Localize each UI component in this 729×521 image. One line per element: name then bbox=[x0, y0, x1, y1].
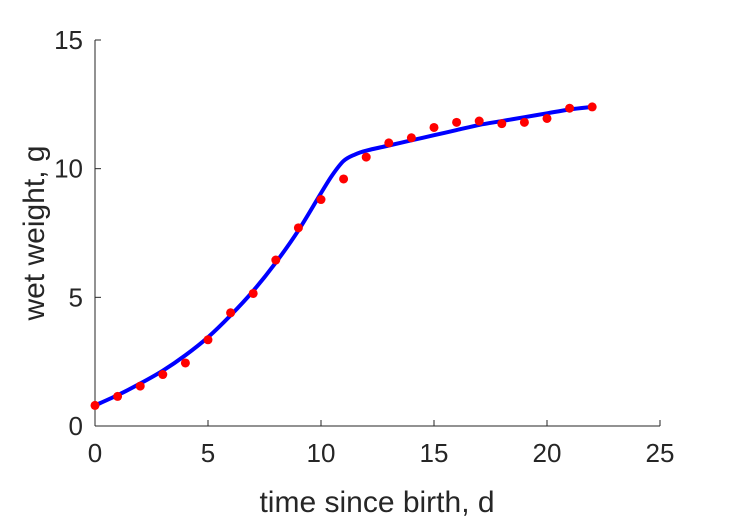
y-tick-label: 15 bbox=[54, 25, 83, 55]
x-axis-label: time since birth, d bbox=[259, 486, 494, 519]
data-point bbox=[542, 113, 552, 123]
data-point bbox=[519, 117, 529, 127]
data-point bbox=[226, 308, 236, 318]
axis-labels-layer: time since birth, d wet weight, g bbox=[18, 145, 495, 519]
data-point bbox=[384, 138, 394, 148]
data-point bbox=[135, 381, 145, 391]
data-point bbox=[587, 102, 597, 112]
data-point bbox=[271, 255, 281, 265]
data-point bbox=[158, 370, 168, 380]
data-point bbox=[316, 195, 326, 205]
y-axis-label: wet weight, g bbox=[18, 145, 51, 321]
x-tick-label: 25 bbox=[646, 438, 675, 468]
x-tick-label: 15 bbox=[420, 438, 449, 468]
x-tick-label: 20 bbox=[533, 438, 562, 468]
axes: 0 5 10 15 20 25 0 5 10 15 bbox=[54, 25, 674, 468]
y-tick-label: 10 bbox=[54, 154, 83, 184]
data-point bbox=[203, 335, 213, 345]
data-point bbox=[293, 223, 303, 233]
data-point bbox=[361, 152, 371, 162]
x-tick-label: 10 bbox=[307, 438, 336, 468]
data-point bbox=[452, 117, 462, 127]
data-points-layer bbox=[90, 102, 597, 410]
data-point bbox=[113, 391, 123, 401]
fit-curve-line bbox=[93, 104, 595, 408]
data-point bbox=[339, 174, 349, 184]
x-tick-label: 0 bbox=[88, 438, 102, 468]
data-point bbox=[248, 288, 258, 298]
data-point bbox=[406, 133, 416, 143]
data-point bbox=[565, 103, 575, 113]
data-point bbox=[180, 358, 190, 368]
y-tick-label: 5 bbox=[69, 282, 83, 312]
data-point bbox=[90, 400, 100, 410]
data-point bbox=[497, 119, 507, 129]
y-tick-label: 0 bbox=[69, 411, 83, 441]
data-point bbox=[474, 116, 484, 126]
data-point bbox=[429, 122, 439, 132]
fit-curve-layer bbox=[93, 104, 595, 408]
x-tick-label: 5 bbox=[201, 438, 215, 468]
